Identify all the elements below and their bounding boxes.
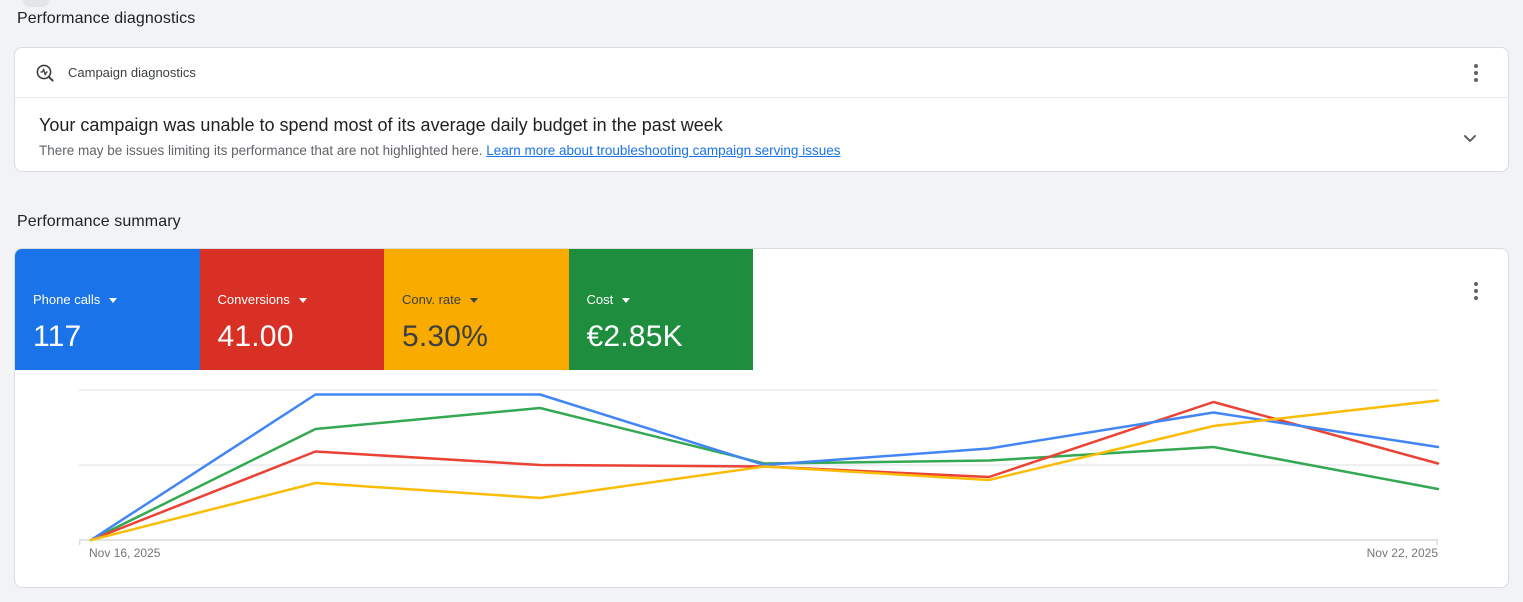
summary-overflow-menu-button[interactable] [1460, 275, 1492, 307]
metric-label: Phone calls [33, 291, 101, 307]
triangle-down-icon [109, 297, 118, 303]
chevron-down-icon [1458, 126, 1482, 150]
metric-tile-conv-rate[interactable]: Conv. rate 5.30% [384, 249, 569, 370]
performance-summary-card: Phone calls 117 Conversions 41.00 Conv. … [14, 248, 1509, 588]
metric-label: Cost [586, 291, 614, 307]
troubleshooting-link[interactable]: Learn more about troubleshooting campaig… [486, 143, 841, 158]
diagnostics-card: Campaign diagnostics Your campaign was u… [14, 47, 1509, 172]
metric-tile-phone-calls[interactable]: Phone calls 117 [15, 249, 200, 370]
metric-value: 41.00 [217, 319, 294, 353]
cut-off-chip [23, 0, 49, 7]
triangle-down-icon [470, 297, 479, 303]
metric-value: €2.85K [586, 319, 683, 353]
metric-tile-conversions[interactable]: Conversions 41.00 [199, 249, 384, 370]
diagnostics-section-heading: Performance diagnostics [17, 10, 196, 27]
metric-tiles: Phone calls 117 Conversions 41.00 Conv. … [15, 249, 753, 370]
campaign-diagnostics-icon [35, 63, 55, 83]
diagnostics-card-header: Campaign diagnostics [15, 48, 1508, 98]
metric-label: Conversions [217, 291, 290, 307]
diagnostics-overflow-menu-button[interactable] [1460, 57, 1492, 89]
chart-canvas [79, 389, 1440, 545]
metric-label: Conv. rate [402, 291, 462, 307]
triangle-down-icon [622, 297, 631, 303]
metric-value: 117 [33, 319, 82, 353]
diagnostics-card-title: Campaign diagnostics [68, 65, 196, 80]
kebab-menu-icon [1474, 63, 1478, 82]
diagnostics-message: Your campaign was unable to spend most o… [15, 98, 1508, 171]
diagnostics-description-text: There may be issues limiting its perform… [39, 143, 483, 158]
diagnostics-message-title: Your campaign was unable to spend most o… [39, 115, 723, 135]
summary-section-heading: Performance summary [17, 213, 181, 230]
triangle-down-icon [298, 297, 307, 303]
expand-diagnostics-button[interactable] [1454, 122, 1486, 154]
x-axis-label-start: Nov 16, 2025 [89, 546, 161, 560]
diagnostics-message-description: There may be issues limiting its perform… [39, 143, 1438, 158]
x-axis-label-end: Nov 22, 2025 [1366, 546, 1438, 560]
performance-line-chart: Nov 16, 2025 Nov 22, 2025 [79, 389, 1440, 560]
metric-value: 5.30% [402, 319, 489, 353]
metric-tile-cost[interactable]: Cost €2.85K [568, 249, 753, 370]
kebab-menu-icon [1474, 282, 1478, 300]
